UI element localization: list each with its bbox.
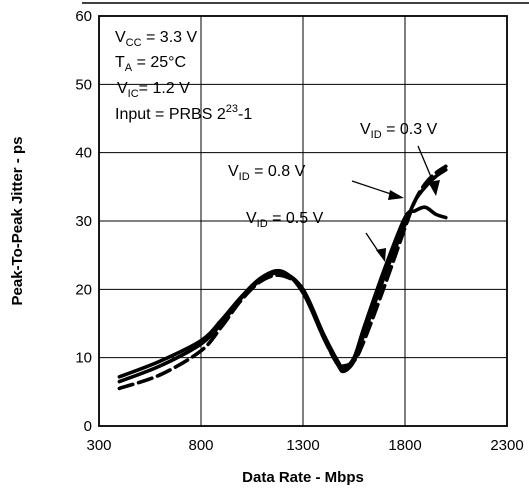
condition-vic: VIC= 1.2 V	[117, 80, 190, 100]
x-tick-labels: 300 800 1300 1800 2300	[86, 437, 523, 454]
y-tick-30: 30	[75, 213, 92, 230]
conditions-block: VCC = 3.3 V TA = 25°C VIC= 1.2 V Input =…	[115, 29, 252, 123]
x-tick-1300: 1300	[286, 437, 319, 454]
y-axis-title: Peak-To-Peak Jitter - ps	[9, 137, 26, 306]
x-axis-title: Data Rate - Mbps	[242, 469, 364, 486]
x-tick-2300: 2300	[490, 437, 523, 454]
condition-ta: TA = 25°C	[115, 54, 186, 74]
series-line-2	[117, 205, 448, 384]
label-vid-0-3: VID = 0.3 V	[360, 121, 438, 141]
plot-frame	[98, 15, 508, 427]
y-tick-60: 60	[75, 8, 92, 25]
condition-input: Input = PRBS 223-1	[115, 103, 252, 123]
x-tick-300: 300	[86, 437, 111, 454]
series-annotations: VID = 0.3 V VID = 0.8 V VID = 0.5 V	[228, 121, 440, 262]
arrow-vid-0-3-head	[428, 180, 440, 196]
arrow-vid-0-5-head	[376, 248, 386, 262]
condition-vcc: VCC = 3.3 V	[115, 29, 197, 49]
y-tick-20: 20	[75, 281, 92, 298]
label-vid-0-8: VID = 0.8 V	[228, 163, 306, 183]
arrow-vid-0-3-line	[417, 145, 435, 185]
y-tick-labels: 0 10 20 30 40 50 60	[75, 8, 92, 435]
y-tick-40: 40	[75, 145, 92, 162]
y-tick-0: 0	[84, 418, 92, 435]
arrow-vid-0-8-head	[388, 190, 404, 200]
y-tick-50: 50	[75, 76, 92, 93]
x-tick-800: 800	[188, 437, 213, 454]
series-line-3	[117, 164, 448, 391]
series-lines	[117, 164, 448, 391]
y-tick-10: 10	[75, 350, 92, 367]
arrow-vid-0-8-line	[351, 180, 395, 196]
label-vid-0-5: VID = 0.5 V	[246, 210, 324, 230]
x-tick-1800: 1800	[388, 437, 421, 454]
